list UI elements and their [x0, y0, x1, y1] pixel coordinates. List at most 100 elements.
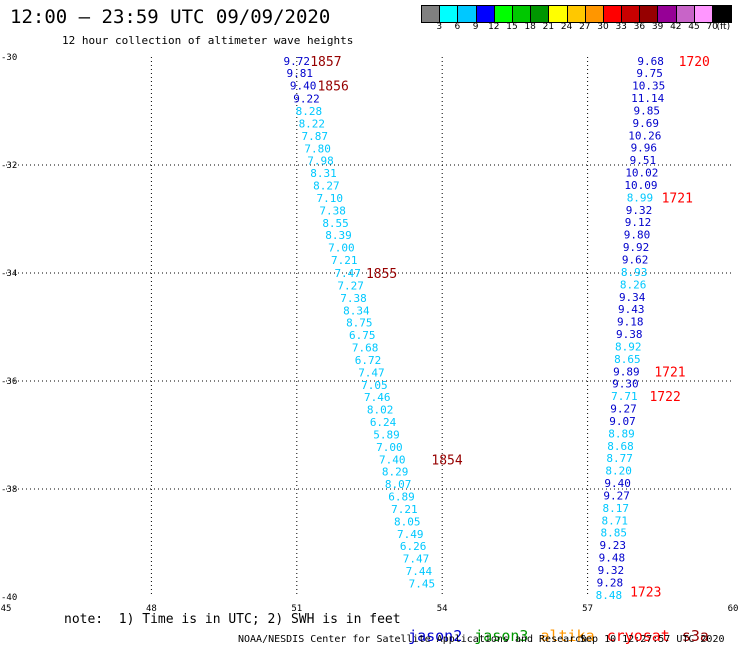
y-tick-label: -34	[1, 269, 17, 279]
swh-value: 9.81	[286, 67, 313, 80]
swh-value: 7.47	[358, 366, 385, 379]
satellite-legend: jason2 jason3 altika cryosat s3a	[390, 609, 721, 645]
page-subtitle: 12 hour collection of altimeter wave hei…	[62, 34, 354, 47]
time-label: 1722	[649, 390, 680, 405]
swh-value: 9.92	[623, 241, 650, 254]
swh-value: 7.00	[376, 441, 403, 454]
swh-value: 6.75	[349, 329, 376, 342]
swh-value: 9.68	[637, 55, 664, 68]
colorbar-label: 33	[615, 22, 627, 32]
colorbar-swatch	[494, 6, 513, 22]
time-label: 1856	[317, 80, 348, 95]
swh-colorbar	[421, 5, 733, 23]
swh-value: 7.49	[397, 528, 424, 541]
swh-value: 7.00	[328, 242, 355, 255]
swh-value: 7.21	[391, 503, 418, 516]
swh-value: 9.07	[609, 415, 636, 428]
swh-value: 9.30	[612, 378, 639, 391]
footer-note: note: 1) Time is in UTC; 2) SWH is in fe…	[64, 612, 401, 627]
colorbar-swatch	[531, 6, 550, 22]
swh-value: 8.20	[605, 465, 632, 478]
y-tick-label: -30	[1, 53, 17, 63]
time-labels: 1857 1856 1855 1854 1720 1721 1721 1722 1723	[310, 55, 710, 601]
colorbar-label: (ft)	[716, 22, 731, 32]
swh-value: 7.38	[340, 292, 367, 305]
swh-value: 10.26	[628, 129, 661, 142]
colorbar-swatch	[640, 6, 659, 22]
time-label: 1723	[630, 586, 661, 601]
colorbar-label: 3	[436, 22, 443, 32]
time-label: 1721	[654, 365, 685, 380]
x-tick-label: 57	[582, 604, 593, 614]
colorbar-label: 12	[488, 22, 500, 32]
swh-value: 9.69	[633, 117, 660, 130]
colorbar-label: 42	[670, 22, 682, 32]
swh-value: 7.47	[334, 267, 361, 280]
swh-value: 5.89	[373, 428, 400, 441]
y-tick-label: -40	[1, 593, 17, 603]
colorbar-swatch	[567, 6, 586, 22]
swh-value: 7.27	[337, 279, 364, 292]
swh-value: 8.75	[346, 317, 373, 330]
colorbar-swatch	[676, 6, 695, 22]
colorbar-label: 45	[688, 22, 700, 32]
swh-value: 8.92	[615, 340, 642, 353]
colorbar-label: 18	[524, 22, 536, 32]
colorbar-swatch	[622, 6, 641, 22]
swh-value: 9.38	[616, 328, 643, 341]
swh-value: 9.43	[618, 303, 645, 316]
swh-value: 8.22	[299, 117, 326, 130]
colorbar-label: 70	[706, 22, 718, 32]
swh-value: 8.31	[310, 167, 337, 180]
colorbar-swatch	[422, 6, 441, 22]
swh-value: 8.55	[322, 217, 349, 230]
colorbar-swatch	[713, 6, 732, 22]
swh-value: 8.02	[367, 404, 394, 417]
swh-value: 7.05	[361, 379, 388, 392]
colorbar-swatch	[476, 6, 495, 22]
swh-value: 8.99	[627, 191, 654, 204]
swh-value: 7.45	[409, 578, 436, 591]
swh-value: 9.18	[617, 316, 644, 329]
swh-value: 9.32	[626, 204, 653, 217]
swh-value: 8.85	[601, 527, 628, 540]
swh-value: 8.29	[382, 466, 409, 479]
swh-value: 6.89	[388, 491, 415, 504]
x-tick-label: 60	[728, 604, 739, 614]
swh-value: 8.89	[608, 427, 635, 440]
swh-value: 7.80	[304, 142, 331, 155]
colorbar-label: 21	[542, 22, 555, 32]
x-tick-label: 51	[291, 604, 302, 614]
swh-value: 9.48	[599, 552, 626, 565]
swh-value: 6.72	[355, 354, 382, 367]
swh-value: 9.72	[284, 55, 311, 68]
swh-value: 9.28	[597, 576, 624, 589]
swh-value: 9.85	[633, 104, 660, 117]
legend-s3a: s3a	[681, 627, 709, 645]
colorbar-label: 30	[597, 22, 609, 32]
y-tick-label: -36	[1, 377, 17, 387]
swh-values: 9.729.819.409.228.288.227.877.807.988.31…	[284, 55, 666, 602]
swh-value: 9.27	[610, 403, 637, 416]
swh-value: 8.68	[607, 440, 634, 453]
swh-value: 7.21	[331, 254, 358, 267]
credit-line: NOAA/NESDIS Center for Satellite Applica…	[238, 634, 588, 645]
swh-value: 9.23	[600, 539, 627, 552]
colorbar-swatch	[658, 6, 677, 22]
swh-value: 8.93	[621, 266, 648, 279]
swh-value: 10.09	[624, 179, 657, 192]
swh-value: 8.05	[394, 515, 421, 528]
colorbar-swatch	[694, 6, 713, 22]
legend-cryosat: cryosat	[606, 627, 670, 645]
colorbar-label: 9	[472, 22, 479, 32]
colorbar-label: 39	[651, 22, 664, 32]
swh-value: 8.28	[296, 105, 323, 118]
colorbar-label: 36	[633, 22, 646, 32]
swh-value: 8.26	[620, 278, 647, 291]
swh-value: 7.71	[611, 390, 638, 403]
swh-value: 8.65	[614, 353, 641, 366]
swh-value: 8.07	[385, 478, 412, 491]
swh-value: 10.02	[625, 167, 658, 180]
colorbar-swatch	[549, 6, 568, 22]
swh-value: 7.98	[307, 155, 334, 168]
